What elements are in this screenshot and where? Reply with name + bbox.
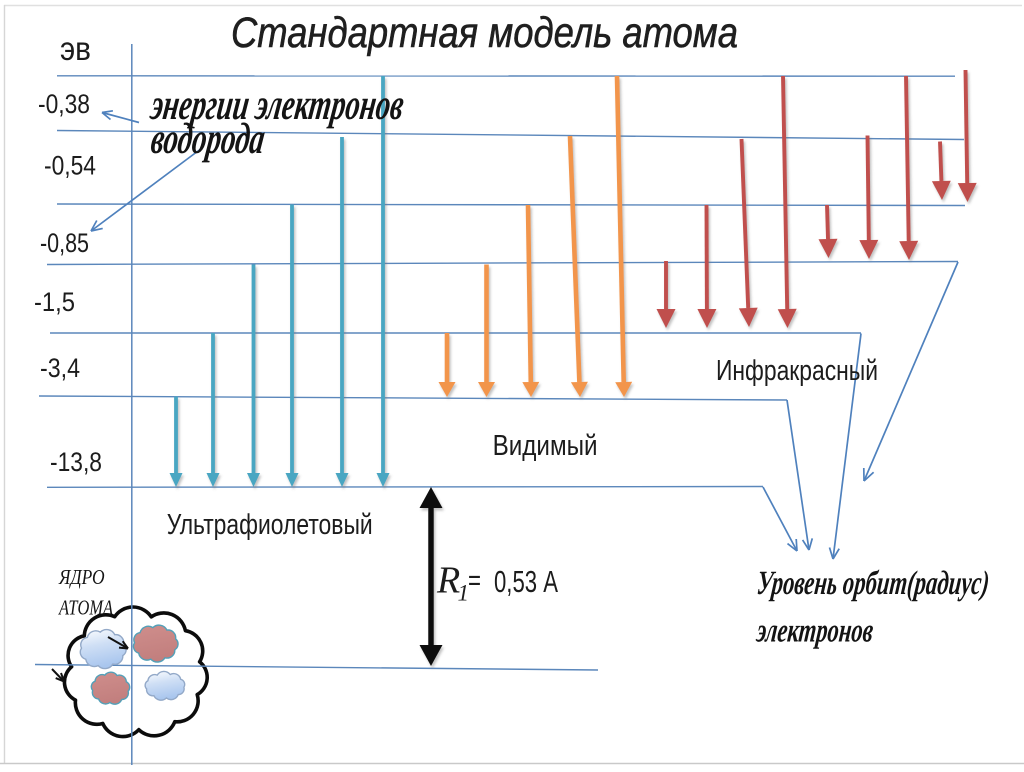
svg-text:эв: эв — [60, 30, 91, 67]
svg-text:-13,8: -13,8 — [50, 447, 102, 477]
svg-text:-0,85: -0,85 — [40, 228, 89, 258]
svg-text:=: = — [468, 565, 481, 597]
svg-text:-3,4: -3,4 — [40, 353, 80, 383]
svg-text:0,53 А: 0,53 А — [494, 564, 558, 599]
svg-text:ЯДРО: ЯДРО — [58, 565, 104, 589]
svg-text:Стандартная модель атома: Стандартная модель атома — [231, 9, 738, 57]
svg-text:-0,54: -0,54 — [44, 151, 96, 181]
svg-text:Уровень орбит(радиус): Уровень орбит(радиус) — [755, 565, 991, 602]
svg-text:Видимый: Видимый — [493, 430, 598, 462]
svg-text:-0,38: -0,38 — [38, 89, 90, 119]
svg-text:водорода: водорода — [148, 114, 268, 163]
svg-text:электронов: электронов — [754, 613, 875, 650]
svg-text:Инфракрасный: Инфракрасный — [716, 355, 878, 387]
svg-text:АТОМА: АТОМА — [57, 596, 113, 620]
svg-text:-1,5: -1,5 — [34, 287, 75, 317]
svg-text:Ультрафиолетовый: Ультрафиолетовый — [167, 509, 373, 541]
